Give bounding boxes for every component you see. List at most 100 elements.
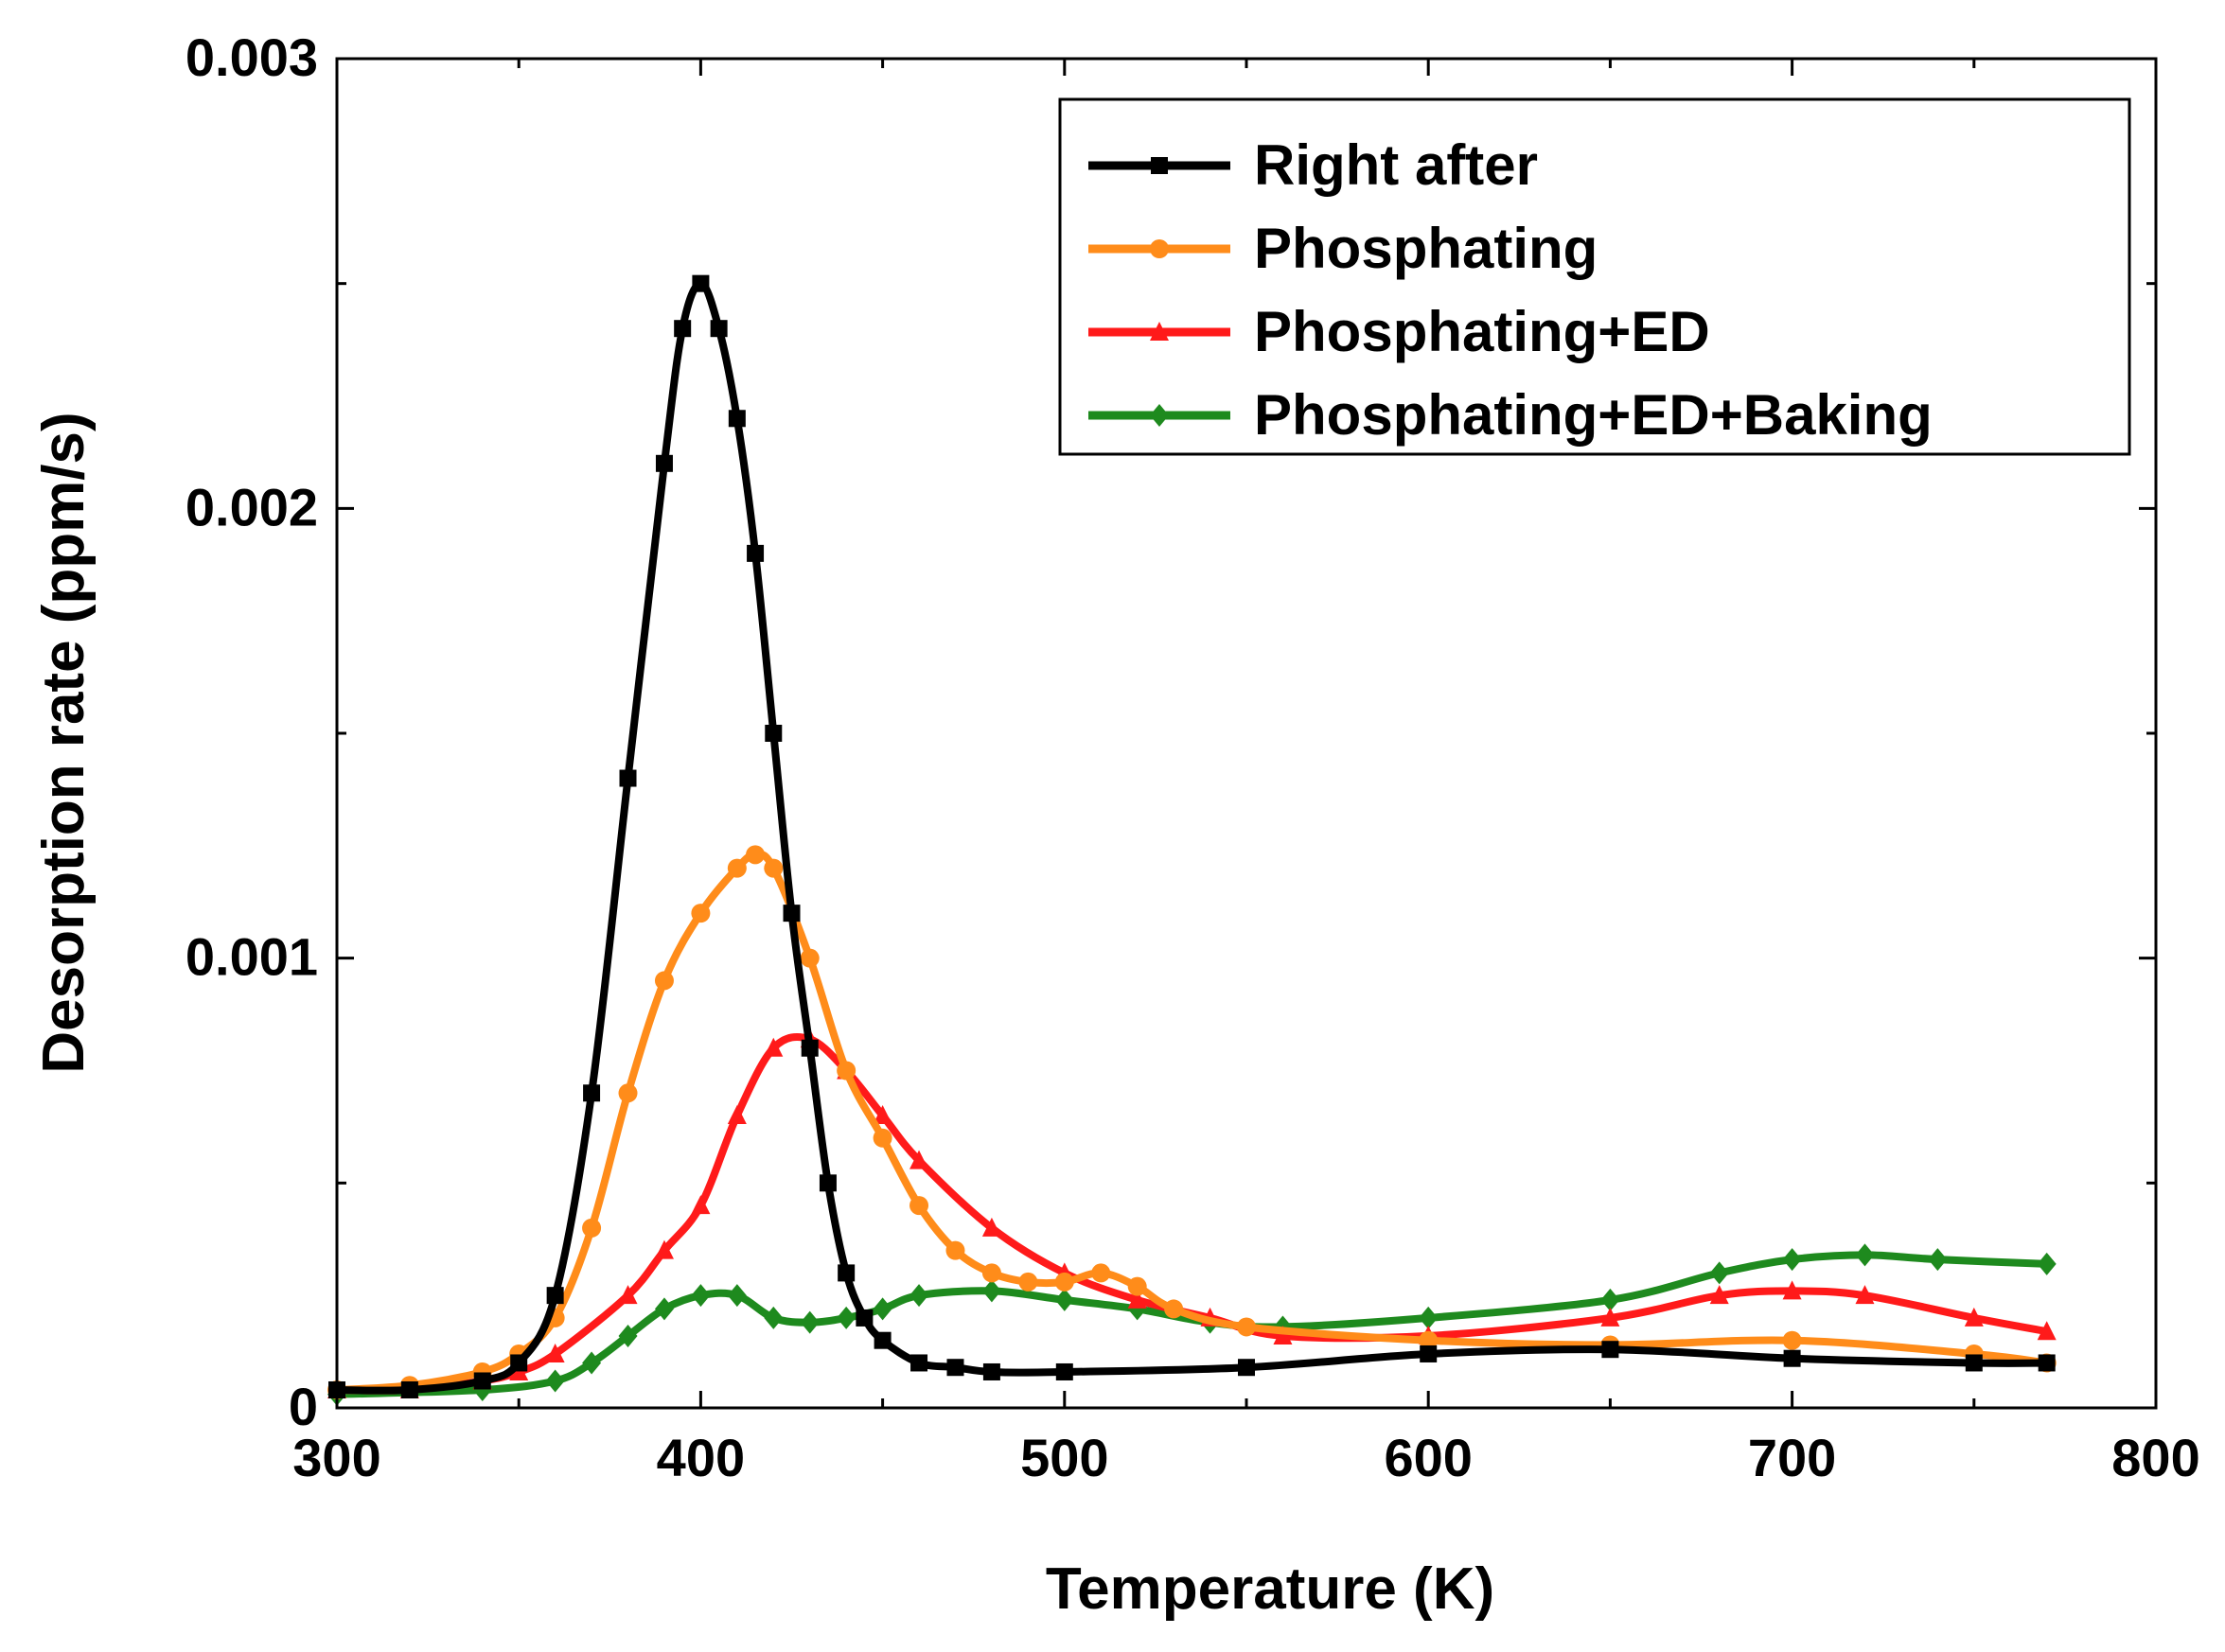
data-point	[981, 1279, 1001, 1303]
tick-labels: 300 400 500 600 700 800 0 0.001 0.002 0.003	[185, 27, 2200, 1487]
data-point	[618, 1324, 638, 1347]
data-point	[873, 1297, 892, 1321]
data-point	[819, 1174, 837, 1192]
data-point	[2038, 1354, 2056, 1372]
data-point	[783, 905, 801, 923]
data-point	[400, 1380, 418, 1398]
data-point	[1709, 1261, 1729, 1285]
legend-label-phosphating-ed-baking: Phosphating+ED+Baking	[1254, 383, 1933, 447]
data-point	[1091, 1263, 1111, 1283]
data-point	[655, 454, 673, 472]
data-point	[1237, 1317, 1256, 1337]
legend-marker-phosphating-ed	[1150, 322, 1169, 341]
legend-label-phosphating-ed: Phosphating+ED	[1254, 300, 1710, 363]
data-point	[1273, 1325, 1293, 1344]
data-point	[837, 1306, 856, 1329]
data-point	[982, 1362, 1000, 1380]
x-axis-title: Temperature (K)	[1046, 1556, 1494, 1622]
data-point	[727, 858, 747, 878]
data-point	[618, 1083, 638, 1103]
data-point	[1600, 1307, 1620, 1327]
plot-frame	[335, 57, 2158, 1410]
data-point	[1965, 1354, 1983, 1372]
data-point	[545, 1369, 565, 1393]
series-phosphating	[327, 845, 2057, 1399]
y-axis-title: Desorption rate (ppm/s)	[31, 412, 97, 1073]
data-point	[2037, 1321, 2057, 1341]
x-tick-label: 700	[1748, 1428, 1836, 1487]
data-point	[1601, 1341, 1619, 1359]
data-point	[692, 274, 710, 292]
data-point	[473, 1372, 491, 1390]
data-point	[1055, 1362, 1073, 1380]
data-point	[909, 1196, 929, 1216]
data-point	[1018, 1272, 1038, 1292]
y-tick-label: 0.003	[185, 27, 318, 87]
legend: Right after Phosphating Phosphating+ED P…	[1058, 97, 2131, 456]
data-point	[691, 1284, 711, 1308]
data-point	[654, 971, 674, 991]
data-point	[1127, 1276, 1147, 1296]
x-tick-label: 800	[2111, 1428, 2199, 1487]
y-tick-label: 0.002	[185, 477, 318, 536]
data-point	[545, 1343, 565, 1362]
data-point	[873, 1128, 892, 1148]
data-point	[727, 1284, 747, 1308]
data-point	[910, 1354, 928, 1372]
data-point	[1782, 1248, 1802, 1272]
data-point	[510, 1354, 528, 1372]
data-point	[2037, 1252, 2057, 1275]
data-point	[1419, 1330, 1439, 1350]
data-point	[727, 1105, 747, 1125]
data-point	[691, 1195, 711, 1215]
data-point	[582, 1351, 602, 1375]
legend-label-phosphating: Phosphating	[1254, 217, 1598, 280]
data-point	[1783, 1349, 1801, 1367]
data-point	[1855, 1243, 1875, 1267]
data-point	[945, 1240, 965, 1260]
data-point	[619, 769, 637, 787]
series-right-after	[328, 274, 2056, 1398]
legend-label-right-after: Right after	[1254, 133, 1538, 197]
x-tick-label: 400	[657, 1428, 745, 1487]
data-point	[1709, 1285, 1729, 1305]
data-point	[582, 1218, 602, 1238]
data-point	[1600, 1288, 1620, 1311]
data-point	[1782, 1330, 1802, 1350]
data-point	[583, 1084, 601, 1102]
data-point	[1419, 1306, 1439, 1329]
data-point	[546, 1287, 564, 1305]
legend-marker-phosphating-ed-baking	[1150, 404, 1169, 427]
data-point	[856, 1309, 874, 1327]
legend-box	[1058, 97, 2131, 456]
data-point	[800, 1310, 820, 1334]
legend-entries	[1088, 157, 1230, 427]
series-line-phosphating-ed	[333, 1032, 2051, 1395]
data-point	[1238, 1359, 1255, 1377]
data-point	[800, 948, 820, 968]
data-point	[946, 1359, 964, 1377]
x-tick-label: 600	[1384, 1428, 1472, 1487]
data-point	[728, 410, 746, 428]
data-point	[691, 904, 711, 923]
data-point	[873, 1105, 892, 1125]
data-point	[838, 1264, 856, 1282]
data-point	[764, 1306, 784, 1329]
x-tick-label: 500	[1020, 1428, 1108, 1487]
x-tick-label: 300	[292, 1428, 380, 1487]
y-tick-label: 0	[289, 1377, 318, 1436]
data-point	[1964, 1307, 1984, 1327]
data-point	[654, 1239, 674, 1259]
y-tick-label: 0.001	[185, 927, 318, 987]
data-point	[710, 320, 728, 338]
data-point	[1855, 1285, 1875, 1305]
data-point	[837, 1061, 856, 1081]
data-point	[765, 725, 783, 742]
data-point	[874, 1331, 892, 1349]
series-phosphating-ed-baking	[327, 1243, 2057, 1406]
data-point	[1127, 1289, 1147, 1309]
data-point	[1928, 1248, 1948, 1272]
data-point	[801, 1039, 819, 1057]
data-point	[1054, 1288, 1074, 1311]
